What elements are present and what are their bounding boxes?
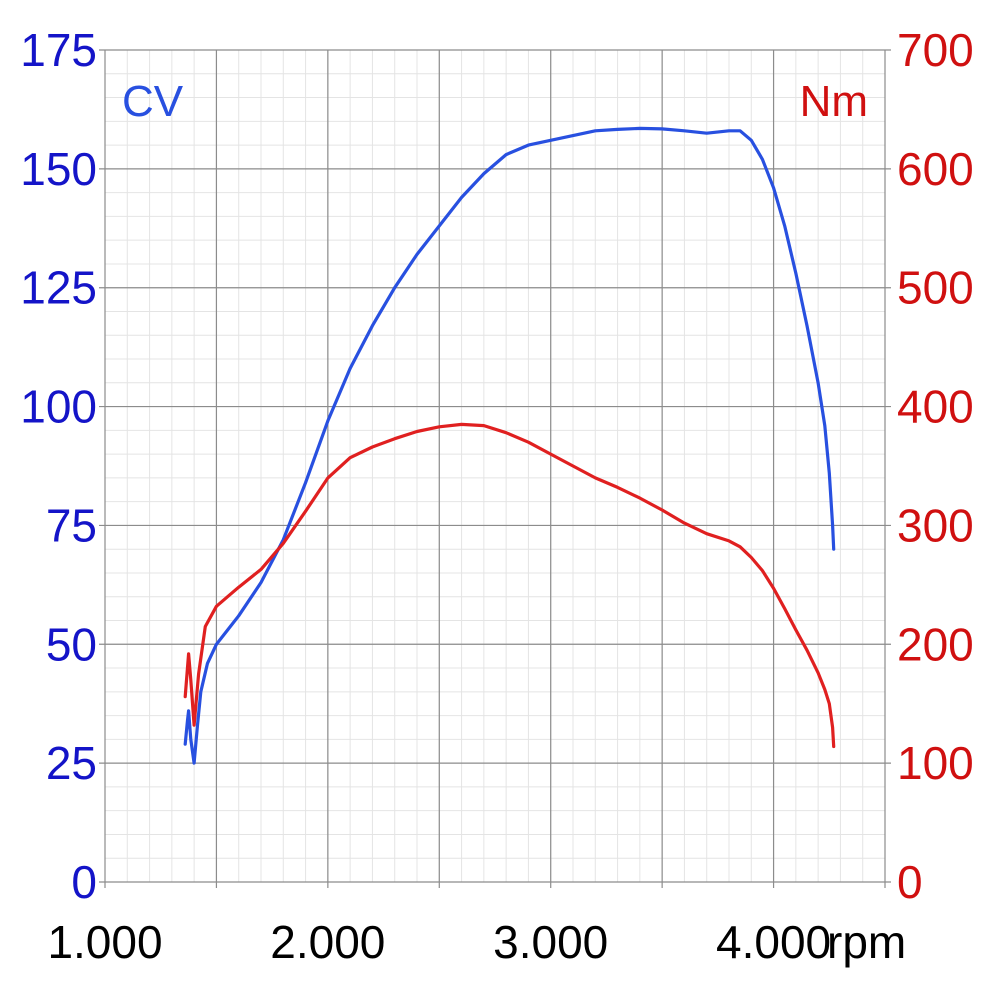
left-tick-label: 150 [20,143,97,195]
right-tick-label: 700 [897,24,974,76]
x-tick-label: 4.000 [716,916,831,968]
right-tick-label: 200 [897,618,974,670]
x-tick-label: 1.000 [47,916,162,968]
left-tick-label: 50 [46,618,97,670]
left-tick-label: 25 [46,737,97,789]
major-grid [99,49,891,888]
x-tick-label: 3.000 [493,916,608,968]
right-axis-unit-label: Nm [800,77,868,126]
right-tick-label: 100 [897,737,974,789]
left-tick-label: 125 [20,262,97,314]
left-tick-label: 175 [20,24,97,76]
x-tick-label: 2.000 [270,916,385,968]
right-axis-ticks: 0 100 200 300 400 500 600 700 [897,24,974,908]
left-axis-ticks: 0 25 50 75 100 125 150 175 [20,24,97,908]
curves [183,126,836,765]
x-axis-ticks: 1.000 2.000 3.000 4.000 [47,916,831,968]
torque-curve [183,422,836,749]
left-axis-unit-label: CV [122,77,184,126]
right-tick-label: 300 [897,499,974,551]
x-axis-unit-label: rpm [827,916,906,968]
right-tick-label: 0 [897,856,923,908]
right-tick-label: 400 [897,381,974,433]
left-tick-label: 0 [71,856,97,908]
right-tick-label: 600 [897,143,974,195]
left-tick-label: 100 [20,381,97,433]
power-curve [183,126,836,765]
left-tick-label: 75 [46,499,97,551]
right-tick-label: 500 [897,262,974,314]
